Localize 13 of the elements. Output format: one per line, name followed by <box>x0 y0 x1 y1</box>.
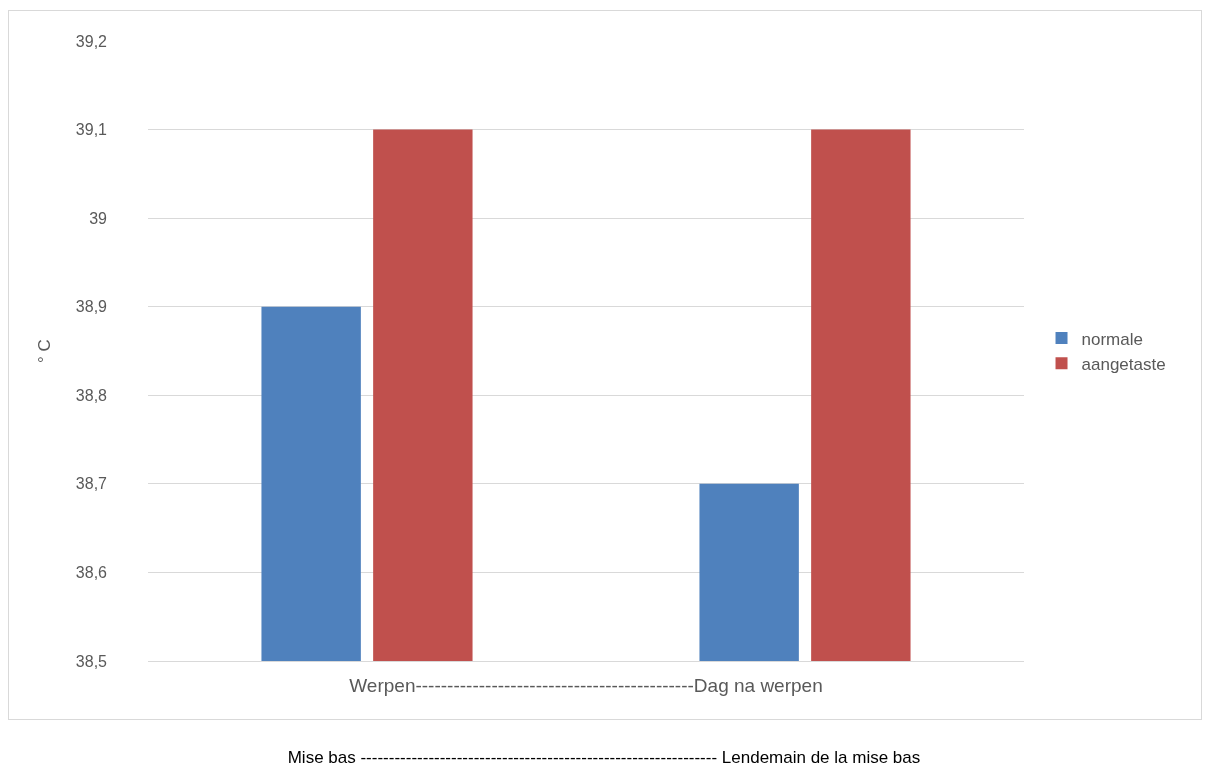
y-tick-label: 38,8 <box>75 386 108 404</box>
y-axis-title: ° C <box>35 339 55 363</box>
legend-label: normale <box>1081 329 1143 349</box>
y-tick-label: 39,2 <box>75 32 108 50</box>
x-axis-title: Werpen--------------------------------------------Dag na werpen <box>349 675 823 696</box>
y-tick-label: 38,5 <box>75 652 108 670</box>
text: Mise bas --------------------------------------------------------------- Lendemain de la mise bas <box>286 748 922 768</box>
legend-label: aangetaste <box>1081 354 1166 374</box>
y-tick-label: 39 <box>89 209 108 227</box>
y-tick-label: 39,1 <box>75 121 108 139</box>
y-tick-label: 38,9 <box>75 298 108 316</box>
y-tick-label: 38,7 <box>75 475 108 493</box>
y-tick-label: 38,6 <box>75 564 108 582</box>
